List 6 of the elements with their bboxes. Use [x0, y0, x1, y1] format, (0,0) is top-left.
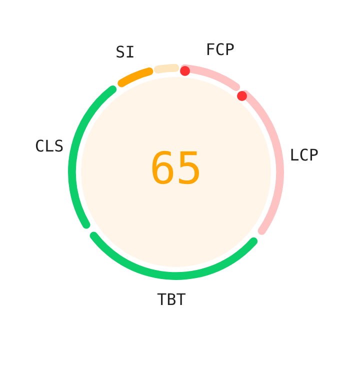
slice-label: FCP	[206, 40, 235, 59]
slice-label: TBT	[157, 290, 186, 310]
slice-label: CLS	[34, 136, 64, 156]
slice-label: SI	[116, 42, 135, 62]
slice-label: LCP	[290, 145, 318, 164]
text: 65	[150, 143, 202, 194]
